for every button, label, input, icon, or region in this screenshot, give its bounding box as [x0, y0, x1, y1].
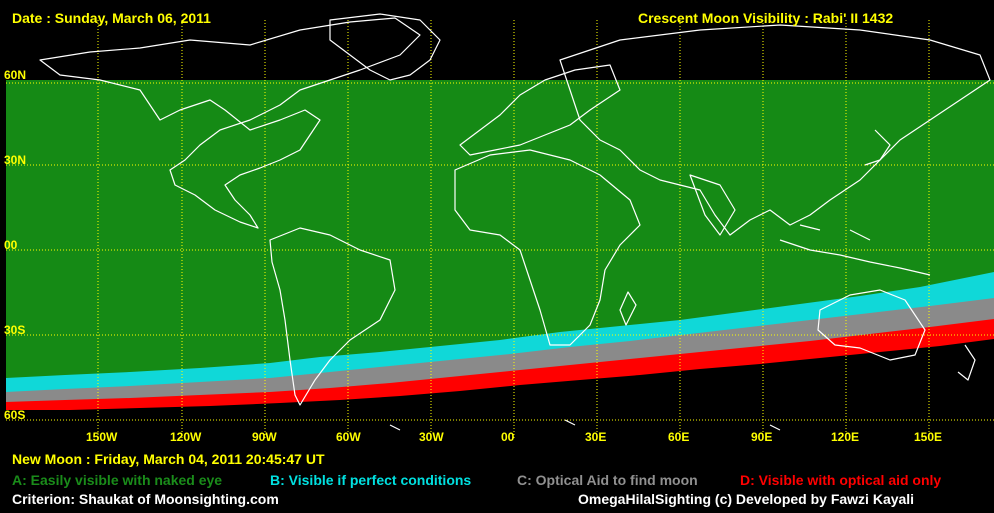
lon-label-120e: 120E: [831, 430, 860, 444]
date-label: Date : Sunday, March 06, 2011: [12, 10, 211, 26]
coast-australia: [817, 289, 926, 361]
coast-japan: [864, 129, 891, 166]
coastlines: [39, 13, 991, 431]
lat-label-00: 00: [4, 238, 18, 252]
lon-label-90e: 90E: [751, 430, 773, 444]
credit-label: OmegaHilalSighting (c) Developed by Fawz…: [578, 491, 915, 507]
no-visibility-region: [6, 339, 994, 425]
coast-europe: [459, 64, 621, 156]
criterion-label: Criterion: Shaukat of Moonsighting.com: [12, 491, 279, 507]
graticule: [6, 20, 994, 440]
coast-south-america: [269, 227, 396, 406]
coast-greenland: [329, 13, 441, 81]
coast-antarctic: [389, 419, 781, 431]
coast-indonesia: [779, 224, 931, 276]
lon-label-30w: 30W: [419, 430, 444, 444]
coast-africa: [454, 149, 641, 346]
lon-label-30e: 30E: [585, 430, 607, 444]
map-title: Crescent Moon Visibility : Rabi' II 1432: [638, 10, 894, 26]
legend-item-c: C: Optical Aid to find moon: [517, 472, 698, 488]
lat-label-60s: 60S: [4, 408, 26, 422]
coast-asia: [559, 24, 991, 236]
lon-label-60e: 60E: [668, 430, 690, 444]
legend-item-a: A: Easily visible with naked eye: [12, 472, 223, 488]
coast-new-zealand: [957, 344, 976, 381]
lat-label-30n: 30N: [4, 153, 27, 167]
lat-label-60n: 60N: [4, 68, 27, 82]
legend-item-d: D: Visible with optical aid only: [740, 472, 942, 488]
lon-label-60w: 60W: [336, 430, 361, 444]
coast-india: [689, 174, 736, 236]
coast-north-america: [39, 17, 421, 229]
coast-madagascar: [619, 291, 637, 326]
new-moon-label: New Moon : Friday, March 04, 2011 20:45:…: [12, 451, 325, 467]
lat-label-30s: 30S: [4, 323, 26, 337]
lon-label-00: 00: [501, 430, 515, 444]
lon-label-120w: 120W: [170, 430, 202, 444]
lon-label-150w: 150W: [86, 430, 118, 444]
lon-label-90w: 90W: [252, 430, 277, 444]
legend-item-b: B: Visible if perfect conditions: [270, 472, 472, 488]
lon-label-150e: 150E: [914, 430, 943, 444]
